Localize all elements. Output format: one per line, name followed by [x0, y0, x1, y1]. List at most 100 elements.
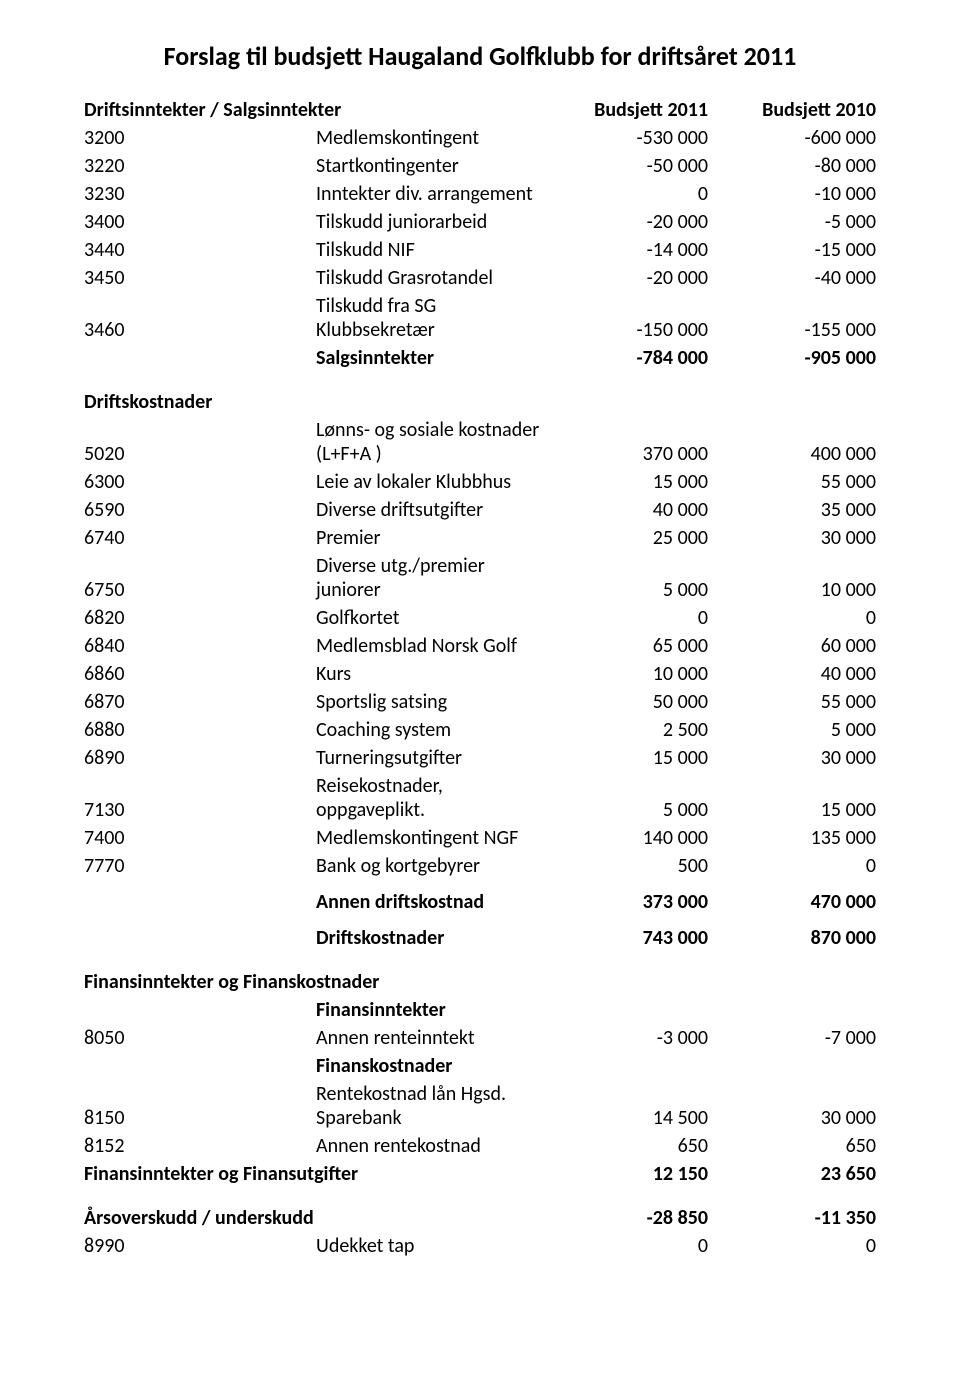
- row-desc: Annen renteinntekt: [312, 1024, 544, 1052]
- row-value: 370 000: [544, 416, 712, 468]
- row-value: -7 000: [712, 1024, 880, 1052]
- row-value: 400 000: [712, 416, 880, 468]
- sum-desc: Årsoverskudd / underskudd: [80, 1204, 544, 1232]
- row-code: 6300: [80, 468, 312, 496]
- row-desc: Reisekostnader, oppgaveplikt.: [312, 772, 544, 824]
- table-row: 6590Diverse driftsutgifter40 00035 000: [80, 496, 880, 524]
- row-desc: Kurs: [312, 660, 544, 688]
- subsection-title: Finanskostnader: [312, 1052, 544, 1080]
- sum-value: 373 000: [544, 880, 712, 916]
- section-title: Driftskostnader: [80, 388, 880, 416]
- row-desc: Udekket tap: [312, 1232, 544, 1260]
- sum-row: Årsoverskudd / underskudd-28 850-11 350: [80, 1204, 880, 1232]
- row-value: 5 000: [544, 772, 712, 824]
- row-value: -10 000: [712, 180, 880, 208]
- row-value: -600 000: [712, 124, 880, 152]
- table-row: 5020Lønns- og sosiale kostnader (L+F+A )…: [80, 416, 880, 468]
- row-code: 6880: [80, 716, 312, 744]
- row-value: -3 000: [544, 1024, 712, 1052]
- row-code: 7130: [80, 772, 312, 824]
- row-code: 6590: [80, 496, 312, 524]
- table-row: 6750Diverse utg./premier juniorer5 00010…: [80, 552, 880, 604]
- table-row: 3450Tilskudd Grasrotandel-20 000-40 000: [80, 264, 880, 292]
- row-value: 15 000: [544, 468, 712, 496]
- row-code: 6740: [80, 524, 312, 552]
- table-row: 3200Medlemskontingent-530 000-600 000: [80, 124, 880, 152]
- row-value: 55 000: [712, 468, 880, 496]
- row-value: 40 000: [544, 496, 712, 524]
- row-code: 7400: [80, 824, 312, 852]
- subsection-row: Finansinntekter: [80, 996, 880, 1024]
- row-desc: Turneringsutgifter: [312, 744, 544, 772]
- row-value: -40 000: [712, 264, 880, 292]
- row-value: 135 000: [712, 824, 880, 852]
- row-desc: Tilskudd fra SG Klubbsekretær: [312, 292, 544, 344]
- row-value: 15 000: [544, 744, 712, 772]
- column-header: Budsjett 2010: [712, 96, 880, 124]
- sum-value: 470 000: [712, 880, 880, 916]
- row-desc: Golfkortet: [312, 604, 544, 632]
- row-desc: Startkontingenter: [312, 152, 544, 180]
- table-row: 6300Leie av lokaler Klubbhus15 00055 000: [80, 468, 880, 496]
- row-value: 60 000: [712, 632, 880, 660]
- row-value: 25 000: [544, 524, 712, 552]
- table-row: 3460Tilskudd fra SG Klubbsekretær-150 00…: [80, 292, 880, 344]
- sum-row: Salgsinntekter-784 000-905 000: [80, 344, 880, 372]
- table-row: 6840Medlemsblad Norsk Golf65 00060 000: [80, 632, 880, 660]
- section-title: Finansinntekter og Finanskostnader: [80, 968, 880, 996]
- row-code: 3460: [80, 292, 312, 344]
- row-code: 8150: [80, 1080, 312, 1132]
- row-code: 8050: [80, 1024, 312, 1052]
- row-value: -50 000: [544, 152, 712, 180]
- table-row: 8990Udekket tap00: [80, 1232, 880, 1260]
- sum-desc: Driftskostnader: [312, 916, 544, 952]
- row-code: 6750: [80, 552, 312, 604]
- row-value: -150 000: [544, 292, 712, 344]
- row-desc: Sportslig satsing: [312, 688, 544, 716]
- row-desc: Lønns- og sosiale kostnader (L+F+A ): [312, 416, 544, 468]
- table-row: 7770Bank og kortgebyrer5000: [80, 852, 880, 880]
- row-value: 140 000: [544, 824, 712, 852]
- row-desc: Bank og kortgebyrer: [312, 852, 544, 880]
- table-row: 6870Sportslig satsing50 00055 000: [80, 688, 880, 716]
- table-row: 3220Startkontingenter-50 000-80 000: [80, 152, 880, 180]
- row-desc: Medlemskontingent: [312, 124, 544, 152]
- row-value: 5 000: [712, 716, 880, 744]
- row-code: 6890: [80, 744, 312, 772]
- row-value: 14 500: [544, 1080, 712, 1132]
- sum-value: 870 000: [712, 916, 880, 952]
- budget-table: Driftsinntekter / Salgsinntekter Budsjet…: [80, 96, 880, 1260]
- row-code: 8990: [80, 1232, 312, 1260]
- section-header-row: Finansinntekter og Finanskostnader: [80, 968, 880, 996]
- table-row: 3440Tilskudd NIF-14 000-15 000: [80, 236, 880, 264]
- table-row: 7130Reisekostnader, oppgaveplikt.5 00015…: [80, 772, 880, 824]
- row-desc: Medlemsblad Norsk Golf: [312, 632, 544, 660]
- table-row: 3400Tilskudd juniorarbeid-20 000-5 000: [80, 208, 880, 236]
- sum-desc: Annen driftskostnad: [312, 880, 544, 916]
- row-value: 35 000: [712, 496, 880, 524]
- sum-value: -11 350: [712, 1204, 880, 1232]
- row-value: -15 000: [712, 236, 880, 264]
- sum-desc: Salgsinntekter: [312, 344, 544, 372]
- table-row: 3230Inntekter div. arrangement0-10 000: [80, 180, 880, 208]
- sum-value: 23 650: [712, 1160, 880, 1188]
- sum-row: Finansinntekter og Finansutgifter12 1502…: [80, 1160, 880, 1188]
- row-value: -20 000: [544, 208, 712, 236]
- row-value: 0: [712, 1232, 880, 1260]
- table-row: 7400Medlemskontingent NGF140 000135 000: [80, 824, 880, 852]
- table-row: 8050Annen renteinntekt-3 000-7 000: [80, 1024, 880, 1052]
- table-row: 6820Golfkortet00: [80, 604, 880, 632]
- sum-desc: Finansinntekter og Finansutgifter: [80, 1160, 544, 1188]
- row-code: 3450: [80, 264, 312, 292]
- row-code: 7770: [80, 852, 312, 880]
- row-value: 50 000: [544, 688, 712, 716]
- row-desc: Diverse utg./premier juniorer: [312, 552, 544, 604]
- section-header-row: Driftsinntekter / Salgsinntekter Budsjet…: [80, 96, 880, 124]
- row-value: 40 000: [712, 660, 880, 688]
- sum-value: 12 150: [544, 1160, 712, 1188]
- row-code: 3440: [80, 236, 312, 264]
- row-code: 8152: [80, 1132, 312, 1160]
- row-value: 10 000: [544, 660, 712, 688]
- subsection-row: Finanskostnader: [80, 1052, 880, 1080]
- row-desc: Diverse driftsutgifter: [312, 496, 544, 524]
